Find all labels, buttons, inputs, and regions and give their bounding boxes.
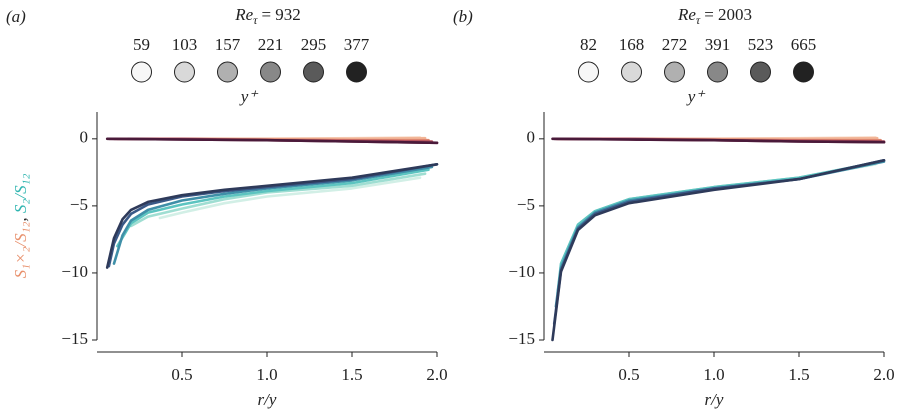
legend-marker — [174, 61, 195, 83]
legend-marker — [621, 61, 642, 83]
data-line — [116, 168, 430, 248]
y-tick-label: −5 — [517, 195, 535, 214]
legend-label: 221 — [258, 35, 284, 54]
legend-label: 157 — [215, 35, 241, 54]
legend-marker — [793, 61, 814, 83]
data-line — [129, 172, 427, 228]
data-line — [556, 160, 882, 295]
y-tick-label: −5 — [70, 195, 88, 214]
panel-label: (b) — [453, 7, 473, 26]
legend-marker — [707, 61, 728, 83]
title-symbol: Re — [677, 5, 696, 24]
legend-marker — [217, 61, 238, 83]
x-tick-label: 0.5 — [171, 365, 192, 384]
data-line — [551, 159, 886, 342]
panel-label: (a) — [6, 7, 26, 26]
y-axis-label: S₁×₂/S₁₂, S₂/S₁₂ — [11, 174, 30, 279]
data-line — [563, 163, 877, 261]
legend-label: 82 — [580, 35, 597, 54]
title-symbol: Re — [234, 5, 253, 24]
chart-title: Reτ = 2003 — [677, 5, 752, 27]
data-line — [552, 159, 886, 326]
x-tick-label: 1.5 — [788, 365, 809, 384]
x-tick-label: 1.5 — [341, 365, 362, 384]
legend-label: 665 — [791, 35, 817, 54]
data-line — [559, 161, 879, 268]
y-tick-label: −15 — [61, 329, 88, 348]
y-tick-label: −15 — [508, 329, 535, 348]
legend-label: 103 — [172, 35, 198, 54]
title-subscript: τ — [253, 13, 258, 27]
x-axis-label: r/y — [258, 390, 277, 409]
data-line — [551, 137, 886, 144]
y-label-part: S₂/S₁₂ — [11, 174, 30, 214]
chart-title: Reτ = 932 — [234, 5, 301, 27]
title-value: = 932 — [261, 5, 300, 24]
legend-label: 272 — [662, 35, 688, 54]
data-line — [105, 137, 439, 145]
legend-title: y⁺ — [239, 87, 260, 106]
legend-marker — [664, 61, 685, 83]
legend-marker — [303, 61, 324, 83]
legend-marker — [578, 61, 599, 83]
data-line — [158, 176, 422, 220]
y-label-part: , — [11, 213, 30, 222]
legend-marker — [346, 61, 367, 83]
x-tick-label: 1.0 — [256, 365, 277, 384]
legend-label: 523 — [748, 35, 774, 54]
title-value: = 2003 — [704, 5, 752, 24]
data-line — [554, 160, 886, 308]
y-tick-label: 0 — [80, 128, 89, 147]
legend-label: 168 — [619, 35, 645, 54]
x-tick-label: 1.0 — [703, 365, 724, 384]
y-tick-label: −10 — [61, 262, 88, 281]
legend-label: 377 — [344, 35, 370, 54]
legend-label: 59 — [133, 35, 150, 54]
x-tick-label: 0.5 — [618, 365, 639, 384]
y-label-part: S₁×₂/S₁₂ — [11, 221, 30, 278]
y-tick-label: 0 — [527, 128, 536, 147]
x-tick-label: 2.0 — [873, 365, 894, 384]
legend-marker — [260, 61, 281, 83]
legend-label: 295 — [301, 35, 327, 54]
x-axis-label: r/y — [705, 390, 724, 409]
data-line — [107, 163, 439, 268]
title-subscript: τ — [696, 13, 701, 27]
legend-title: y⁺ — [686, 87, 707, 106]
y-tick-label: −10 — [508, 262, 535, 281]
data-line — [105, 163, 439, 269]
legend-marker — [750, 61, 771, 83]
legend-marker — [131, 61, 152, 83]
x-tick-label: 2.0 — [426, 365, 447, 384]
legend-label: 391 — [705, 35, 731, 54]
